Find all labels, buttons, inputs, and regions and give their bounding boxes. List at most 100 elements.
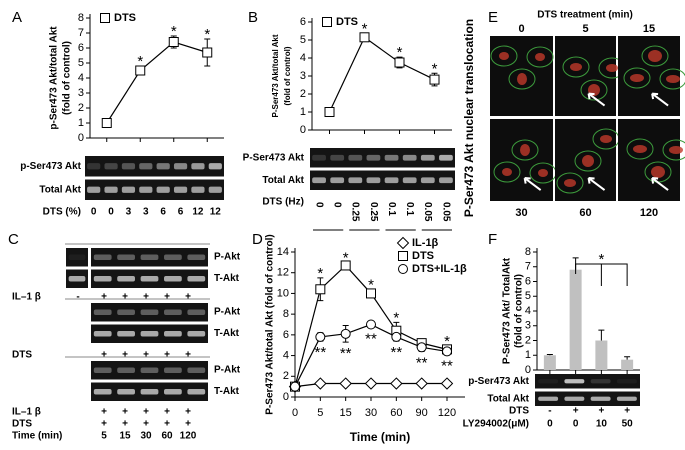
significance: ** [390, 344, 402, 361]
blot-band [164, 309, 182, 316]
blot-band [420, 177, 435, 184]
blot-band [140, 388, 159, 395]
blot-band [140, 309, 159, 316]
condition-cell: + [101, 407, 107, 418]
x-tick-label: 0 [292, 407, 298, 419]
legend-marker [100, 13, 110, 23]
cell-outline [556, 172, 584, 194]
blot-row-label: P-Akt [214, 252, 241, 263]
cell-outline [493, 161, 521, 183]
condition-label: DTS [12, 350, 32, 361]
blot-band [93, 254, 112, 261]
lane-label: 6 [178, 207, 184, 218]
data-point [391, 331, 402, 342]
blot-band [208, 186, 222, 193]
significance: * [444, 333, 450, 350]
blot-row-label: p-Ser473 Akt [20, 161, 81, 172]
condition-cell: + [101, 419, 107, 430]
blot-band [439, 154, 453, 161]
cell-outline [662, 139, 685, 161]
bracket [575, 263, 628, 286]
significance: * [397, 44, 403, 61]
lane-label: 0.25 [350, 202, 361, 222]
y-axis-label: P-Ser473 Akt/total Akt (fold of control) [265, 234, 276, 414]
blot-band [330, 154, 345, 161]
y-tick-label: 7 [525, 261, 531, 273]
y-tick-label: 7 [78, 27, 84, 39]
condition-cell: + [164, 407, 170, 418]
arrow [587, 177, 606, 191]
condition-cell: 5 [101, 431, 107, 442]
blot-band [191, 186, 205, 193]
y-tick-label: 1 [300, 106, 306, 118]
table-cell: 0 [573, 419, 579, 430]
condition-cell: 60 [161, 431, 173, 442]
lane-label: 0.1 [404, 202, 415, 216]
y-axis-label: (fold of control) [62, 41, 73, 115]
data-point [168, 37, 179, 47]
series-line [328, 36, 435, 113]
blot-band [87, 163, 101, 170]
legend-label: DTS [114, 12, 136, 24]
blot-band [93, 309, 112, 316]
cell-nucleus [502, 168, 512, 176]
significance: * [393, 309, 399, 326]
table-cell: + [598, 406, 604, 417]
y-tick-label: 8 [78, 12, 84, 24]
y-tick-label: 2 [78, 102, 84, 114]
y-tick-label: 6 [78, 42, 84, 54]
blot-band [187, 388, 206, 395]
blot-strip [91, 361, 208, 380]
cell-outline [626, 138, 654, 160]
lane-label: 3 [126, 207, 132, 218]
y-tick-label: 5 [525, 290, 531, 302]
panel-label: E [488, 9, 498, 26]
condition-cell: + [122, 419, 128, 430]
y-tick-label: 6 [300, 16, 306, 28]
condition-cell: + [143, 407, 149, 418]
data-point [440, 377, 454, 390]
y-axis-label: (fold of control) [283, 46, 292, 105]
condition-cell: - [76, 292, 79, 303]
cell-nucleus [570, 63, 582, 71]
blot-band [139, 163, 153, 170]
blot-band [117, 367, 135, 374]
micrograph [618, 119, 680, 201]
blot-band [104, 163, 118, 170]
significance: ** [441, 358, 453, 375]
data-point [101, 118, 112, 128]
blot-band [164, 275, 182, 282]
condition-cell: 120 [180, 431, 197, 442]
blot-band [121, 163, 136, 170]
significance: * [343, 249, 349, 266]
significance: * [362, 21, 368, 38]
time-label: 30 [515, 207, 527, 219]
blot-band [117, 330, 135, 337]
y-tick-label: 3 [300, 70, 306, 82]
lane-label: 3 [143, 207, 149, 218]
y-tick-label: 1 [78, 117, 84, 129]
blot-band [140, 275, 159, 282]
cell-nucleus [633, 145, 647, 153]
cell-nucleus [600, 135, 612, 143]
cell-nucleus [651, 166, 665, 178]
blot-band [187, 275, 206, 282]
blot-band [93, 275, 112, 282]
blot-band [117, 275, 135, 282]
condition-cell: + [185, 419, 191, 430]
condition-label: Time (min) [12, 431, 62, 442]
blot-band [564, 379, 585, 384]
y-tick-label: 10 [277, 287, 289, 299]
table-cell: + [573, 406, 579, 417]
y-tick-label: 1 [525, 349, 531, 361]
y-tick-label: 14 [277, 246, 289, 258]
x-tick-label: 5 [317, 407, 323, 419]
lane-label: 0.25 [368, 202, 379, 222]
table-cell: 10 [596, 419, 608, 430]
condition-cell: + [185, 407, 191, 418]
arrow [523, 177, 542, 191]
panel-label: D [252, 231, 263, 248]
blot-strip [91, 303, 208, 322]
data-point [366, 319, 376, 330]
